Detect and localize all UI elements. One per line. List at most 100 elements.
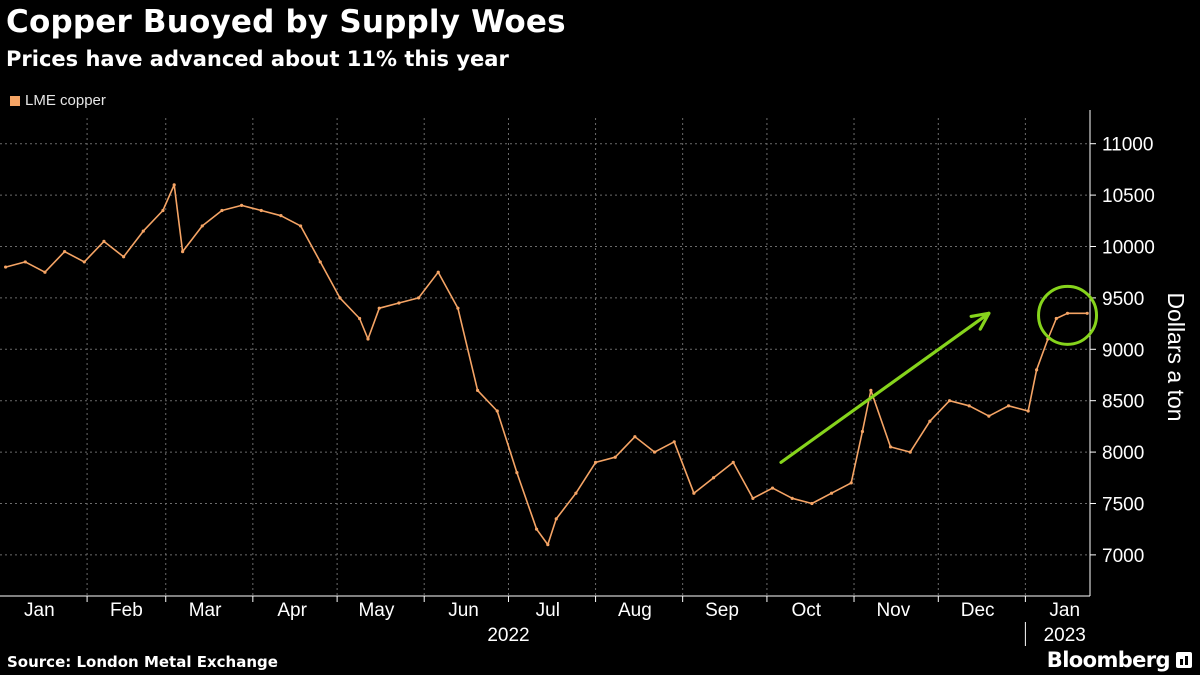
- data-point: [279, 214, 283, 218]
- y-tick-label: 10000: [1102, 237, 1155, 258]
- data-point: [1065, 311, 1070, 315]
- data-point: [987, 414, 991, 418]
- data-point: [1026, 409, 1030, 413]
- y-tick-label: 7500: [1102, 494, 1144, 515]
- data-point: [220, 208, 224, 213]
- data-point: [613, 455, 617, 459]
- bloomberg-chart-icon: [1176, 652, 1192, 668]
- data-point: [416, 296, 421, 300]
- data-point: [829, 491, 834, 495]
- data-point: [1054, 316, 1058, 321]
- data-point: [338, 296, 342, 300]
- data-point: [731, 460, 735, 464]
- data-point: [692, 491, 696, 495]
- x-tick-label: Jun: [448, 600, 479, 621]
- data-point: [456, 306, 460, 310]
- data-point: [23, 260, 27, 264]
- data-point: [1006, 404, 1011, 408]
- data-point: [43, 270, 47, 274]
- y-tick-label: 8500: [1102, 392, 1144, 413]
- trend-arrow-head: [969, 311, 991, 331]
- data-point: [1035, 368, 1039, 372]
- data-point: [200, 224, 204, 228]
- data-point: [357, 316, 362, 321]
- x-tick-label: Nov: [876, 600, 910, 621]
- data-point: [259, 208, 263, 213]
- trend-arrow: [779, 311, 991, 464]
- data-point: [397, 301, 401, 305]
- data-point: [298, 224, 303, 228]
- x-tick-label: Oct: [791, 600, 821, 621]
- legend-label: LME copper: [25, 92, 106, 109]
- data-point: [546, 543, 550, 547]
- y-tick-label: 7000: [1102, 546, 1144, 567]
- x-tick-label: Feb: [110, 600, 143, 621]
- data-point: [4, 265, 8, 269]
- x-tick-label: May: [358, 600, 394, 621]
- x-tick-label: Apr: [277, 600, 307, 621]
- chart-title: Copper Buoyed by Supply Woes: [6, 4, 566, 40]
- data-point: [770, 486, 775, 490]
- data-point: [593, 460, 598, 464]
- data-point: [849, 481, 853, 485]
- data-point: [751, 496, 755, 500]
- data-point: [172, 183, 176, 187]
- legend-swatch: [10, 96, 20, 106]
- data-point: [711, 476, 716, 480]
- chart-subtitle: Prices have advanced about 11% this year: [6, 47, 509, 71]
- data-point: [888, 445, 893, 449]
- data-point: [652, 450, 657, 454]
- x-tick-label: Mar: [189, 600, 222, 621]
- data-point: [947, 399, 952, 403]
- data-point: [534, 527, 539, 531]
- x-tick-label: Jan: [1049, 600, 1080, 621]
- data-point: [672, 440, 676, 444]
- data-point: [554, 517, 558, 521]
- year-label: 2023: [1044, 625, 1086, 646]
- x-tick-label: Aug: [618, 600, 652, 621]
- y-tick-label: 11000: [1102, 135, 1153, 156]
- data-point: [377, 306, 381, 310]
- data-point: [239, 203, 244, 207]
- data-point: [82, 260, 86, 264]
- x-tick-label: Jul: [536, 600, 560, 621]
- data-point: [869, 388, 873, 393]
- data-point: [141, 229, 145, 233]
- y-tick-label: 9500: [1102, 289, 1144, 310]
- data-point: [810, 501, 814, 506]
- data-point: [122, 255, 126, 259]
- data-point: [63, 250, 67, 254]
- data-point: [366, 337, 370, 341]
- data-point: [1085, 311, 1089, 315]
- source-note: Source: London Metal Exchange: [7, 653, 278, 671]
- y-tick-label: 10500: [1102, 186, 1155, 207]
- year-label: 2022: [487, 625, 529, 646]
- y-tick-label: 8000: [1102, 443, 1144, 464]
- bloomberg-logo: Bloomberg: [1046, 648, 1171, 672]
- data-point: [515, 471, 519, 475]
- x-tick-label: Sep: [705, 600, 739, 621]
- y-axis-label: Dollars a ton: [1163, 292, 1189, 421]
- data-point: [181, 250, 185, 254]
- x-tick-label: Jan: [24, 600, 55, 621]
- data-point: [161, 208, 165, 213]
- brand: Bloomberg: [1047, 646, 1192, 674]
- data-point: [102, 239, 106, 243]
- data-point: [633, 435, 637, 439]
- y-tick-label: 9000: [1102, 340, 1144, 361]
- data-point: [928, 419, 932, 423]
- data-point: [790, 496, 794, 500]
- data-point: [475, 388, 480, 393]
- data-point: [318, 260, 322, 264]
- x-tick-label: Dec: [961, 600, 995, 621]
- series-line-lme-copper: [5, 184, 1088, 546]
- data-point: [908, 450, 912, 454]
- data-point: [574, 491, 578, 495]
- data-point: [436, 270, 440, 274]
- data-point: [967, 404, 971, 408]
- data-point: [495, 409, 499, 413]
- data-point: [860, 429, 865, 434]
- highlight-circle: [1037, 284, 1099, 346]
- legend: LME copper: [10, 90, 106, 112]
